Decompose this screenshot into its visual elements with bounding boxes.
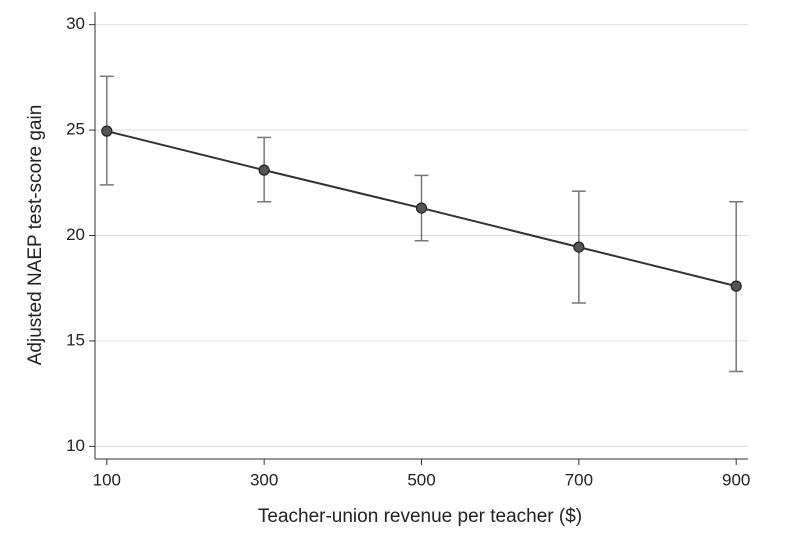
- x-tick-label: 900: [722, 470, 750, 489]
- x-tick-label: 300: [250, 470, 278, 489]
- y-tick-label: 20: [66, 225, 85, 244]
- y-tick-label: 15: [66, 330, 85, 349]
- point: [415, 202, 428, 214]
- point: [730, 280, 742, 292]
- point: [258, 164, 270, 176]
- x-axis-title: Teacher-union revenue per teacher ($): [258, 506, 582, 527]
- x-tick-label: 700: [565, 470, 593, 489]
- y-axis-title: Adjusted NAEP test-score gain: [25, 105, 46, 366]
- y-tick-label: 30: [66, 14, 85, 33]
- point: [101, 125, 113, 137]
- point: [573, 241, 585, 253]
- x-tick-label: 100: [93, 470, 121, 489]
- x-tick-label: 500: [407, 470, 435, 489]
- y-tick-label: 25: [66, 120, 85, 139]
- y-tick-label: 10: [66, 436, 85, 455]
